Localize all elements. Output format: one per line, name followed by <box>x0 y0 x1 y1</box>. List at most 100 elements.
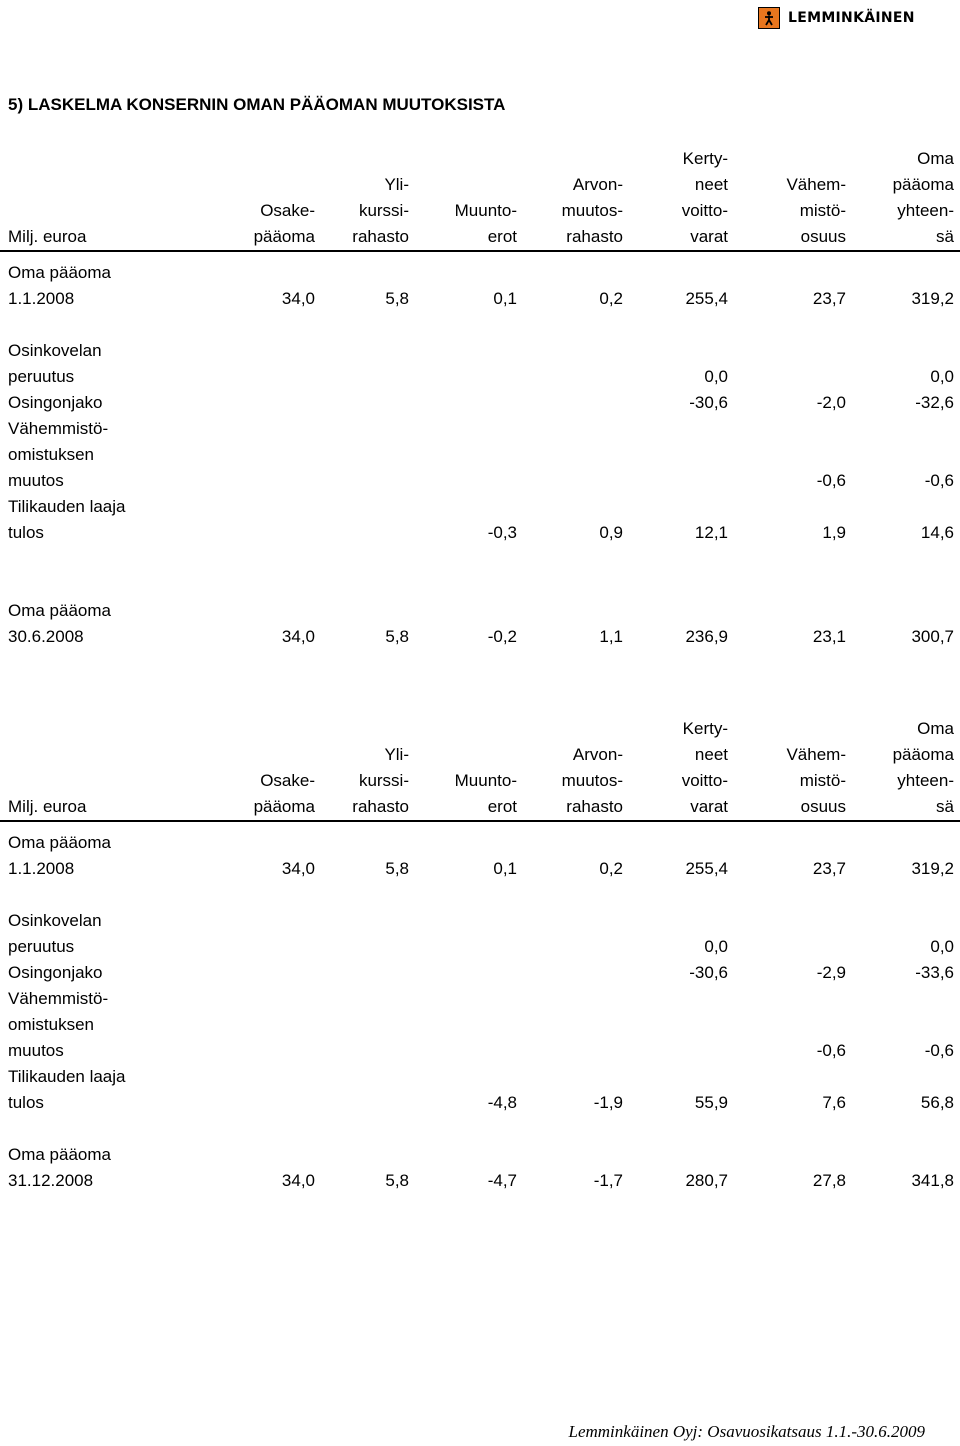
row-label: Osinkovelan <box>8 341 102 360</box>
table-row: Vähemmistö- <box>0 986 960 1012</box>
column-header: Osake- <box>260 201 315 220</box>
logo-text: LEMMINKÄINEN <box>788 10 915 26</box>
table-row: 1.1.2008 34,0 5,8 0,1 0,2 255,4 23,7 319,2 <box>0 856 960 882</box>
table-cell: 1,1 <box>599 627 623 646</box>
table-cell: 0,2 <box>599 289 623 308</box>
table-cell: 236,9 <box>685 627 728 646</box>
column-header: Yli- <box>384 175 409 194</box>
table-cell: 0,9 <box>599 523 623 542</box>
table-cell: 0,1 <box>493 289 517 308</box>
table-cell: 0,2 <box>599 859 623 878</box>
column-header: mistö- <box>799 771 846 790</box>
column-header: rahasto <box>352 797 409 816</box>
table-row: omistuksen <box>0 1012 960 1038</box>
column-header: muutos- <box>561 201 623 220</box>
column-header: Muunto- <box>454 771 517 790</box>
header-row: Yli- Arvon-neet Vähem-pääoma <box>0 172 960 198</box>
page-footer: Lemminkäinen Oyj: Osavuosikatsaus 1.1.-3… <box>568 1422 926 1441</box>
header-row: Kerty- Oma <box>0 716 960 742</box>
table-cell: 0,0 <box>704 937 728 956</box>
table-cell: -33,6 <box>915 963 954 982</box>
table-cell: 55,9 <box>694 1093 728 1112</box>
equity-change-table-h1: Kerty- Oma Yli- Arvon-neet Vähem-pääoma Osake… <box>0 146 960 650</box>
column-header: kurssi- <box>358 771 409 790</box>
column-header: varat <box>690 797 728 816</box>
table-row: Osinkovelan <box>0 908 960 934</box>
table-cell: 14,6 <box>920 523 954 542</box>
table-cell: 23,7 <box>812 289 846 308</box>
column-header: rahasto <box>566 797 623 816</box>
table-cell: 23,1 <box>812 627 846 646</box>
row-label: Osingonjako <box>8 963 103 982</box>
table-cell: -0,6 <box>816 1041 846 1060</box>
table-cell: -0,3 <box>487 523 517 542</box>
column-header: Vähem- <box>786 175 846 194</box>
table-row: omistuksen <box>0 442 960 468</box>
row-label: Oma pääoma <box>8 1145 111 1164</box>
logo-mark-icon <box>758 7 780 29</box>
column-header: pääoma <box>253 227 315 246</box>
column-header: rahasto <box>566 227 623 246</box>
row-label: Oma pääoma <box>8 833 111 852</box>
table-row: 1.1.2008 34,0 5,8 0,1 0,2 255,4 23,7 319,2 <box>0 286 960 312</box>
column-header: sä <box>936 227 954 246</box>
table-row: Oma pääoma <box>0 260 960 286</box>
table-row <box>0 572 960 598</box>
header-rule <box>0 820 960 822</box>
row-label: omistuksen <box>8 445 94 464</box>
table-row: peruutus 0,0 0,0 <box>0 364 960 390</box>
table-cell: -0,6 <box>924 471 954 490</box>
row-label: 1.1.2008 <box>8 859 75 878</box>
column-header: voitto- <box>681 201 728 220</box>
header-rule <box>0 250 960 252</box>
table-cell: 319,2 <box>911 859 954 878</box>
table-cell: 319,2 <box>911 289 954 308</box>
table-row: peruutus 0,0 0,0 <box>0 934 960 960</box>
column-header: muutos- <box>561 771 623 790</box>
table-cell: -0,6 <box>924 1041 954 1060</box>
column-header: pääoma <box>892 745 954 764</box>
table-cell: 0,0 <box>930 937 954 956</box>
table-cell: -32,6 <box>915 393 954 412</box>
equity-change-table-fy: Kerty- Oma Yli- Arvon-neet Vähem-pääoma Osake… <box>0 716 960 1194</box>
table-cell: 255,4 <box>685 859 728 878</box>
header-label: Milj. euroa <box>8 227 87 246</box>
column-header: Oma <box>917 149 954 168</box>
table-cell: 5,8 <box>385 627 409 646</box>
row-label: peruutus <box>8 937 75 956</box>
table-cell: -0,6 <box>816 471 846 490</box>
column-header: Osake- <box>260 771 315 790</box>
table-cell: 56,8 <box>920 1093 954 1112</box>
table-cell: 23,7 <box>812 859 846 878</box>
table-cell: -30,6 <box>689 393 728 412</box>
table-cell: -30,6 <box>689 963 728 982</box>
table-row: Osinkovelan <box>0 338 960 364</box>
table-cell: 34,0 <box>281 627 315 646</box>
row-label: peruutus <box>8 367 75 386</box>
column-header: Muunto- <box>454 201 517 220</box>
row-label: Tilikauden laaja <box>8 497 126 516</box>
column-header: erot <box>487 797 517 816</box>
column-header: Arvon- <box>572 175 623 194</box>
table-row: 30.6.2008 34,0 5,8 -0,2 1,1 236,9 23,1 300,7 <box>0 624 960 650</box>
header-row: Milj. euroa pääoma rahasto erot rahasto varat… <box>0 224 960 250</box>
row-label: omistuksen <box>8 1015 94 1034</box>
header-row: Osake-kurssi- Muunto-muutos-voitto-mistö-… <box>0 768 960 794</box>
column-header: rahasto <box>352 227 409 246</box>
table-row: tulos -0,3 0,9 12,1 1,9 14,6 <box>0 520 960 546</box>
table-cell: 1,9 <box>822 523 846 542</box>
row-label: 30.6.2008 <box>8 627 84 646</box>
table-row <box>0 312 960 338</box>
column-header: Yli- <box>384 745 409 764</box>
header-row: Yli- Arvon-neet Vähem-pääoma <box>0 742 960 768</box>
table-cell: -4,8 <box>487 1093 517 1112</box>
header-row: Milj. euroa pääoma rahasto erot rahasto varat… <box>0 794 960 820</box>
row-label: tulos <box>8 523 44 542</box>
table-row: Tilikauden laaja <box>0 494 960 520</box>
table-cell: -2,9 <box>816 963 846 982</box>
row-label: muutos <box>8 1041 64 1060</box>
table-cell: 255,4 <box>685 289 728 308</box>
table-cell: 5,8 <box>385 1171 409 1190</box>
table-cell: -0,2 <box>487 627 517 646</box>
column-header: pääoma <box>253 797 315 816</box>
